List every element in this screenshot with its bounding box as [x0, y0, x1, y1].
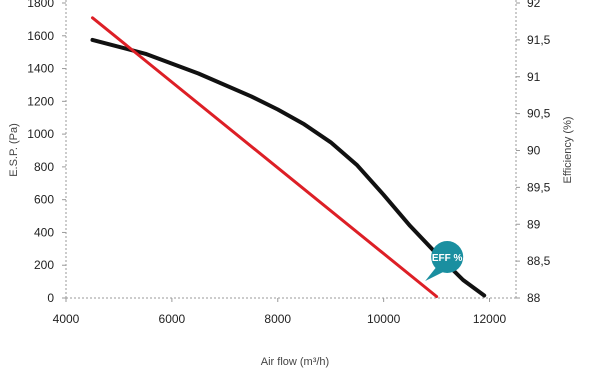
axes	[62, 0, 520, 302]
y-right-tick-label: 88,5	[527, 254, 551, 268]
y-right-tick-label: 90,5	[527, 107, 551, 121]
eff-badge-label: EFF %	[432, 253, 463, 264]
y-left-tick-label: 1600	[27, 29, 54, 43]
eff-badge-tail	[425, 266, 446, 282]
x-axis-title: Air flow (m³/h)	[261, 356, 329, 368]
y-left-tick-label: 1800	[27, 0, 54, 10]
y-right-tick-label: 92	[527, 0, 541, 10]
y-right-tick-label: 91,5	[527, 33, 551, 47]
x-tick-label: 12000	[473, 312, 507, 326]
eff-badge-circle	[431, 241, 464, 274]
eff-badge: EFF %	[425, 241, 464, 282]
y-left-tick-label: 800	[34, 160, 54, 174]
y-left-tick-label: 1400	[27, 62, 54, 76]
y-left-tick-label: 200	[34, 258, 54, 272]
y-left-tick-label: 1000	[27, 127, 54, 141]
annotations: EFF %	[425, 241, 464, 282]
x-tick-label: 4000	[53, 312, 80, 326]
y-right-tick-label: 91	[527, 70, 541, 84]
tick-labels: 0 200 400 600 800 1000 1200 1400 1600 1800 88 88,5 8…	[27, 0, 550, 326]
x-tick-label: 10000	[367, 312, 401, 326]
y-right-axis-title: Efficiency (%)	[562, 116, 574, 183]
y-left-tick-label: 0	[47, 291, 54, 305]
y-right-tick-label: 88	[527, 291, 541, 305]
x-tick-label: 8000	[264, 312, 291, 326]
y-left-tick-label: 600	[34, 193, 54, 207]
efficiency-line	[91, 16, 439, 298]
y-right-tick-label: 89	[527, 217, 541, 231]
x-tick-label: 6000	[159, 312, 186, 326]
y-left-axis-title: E.S.P. (Pa)	[8, 123, 20, 177]
y-right-tick-label: 90	[527, 144, 541, 158]
y-right-tick-label: 89,5	[527, 180, 551, 194]
y-left-tick-label: 400	[34, 225, 54, 239]
y-left-tick-label: 1200	[27, 94, 54, 108]
